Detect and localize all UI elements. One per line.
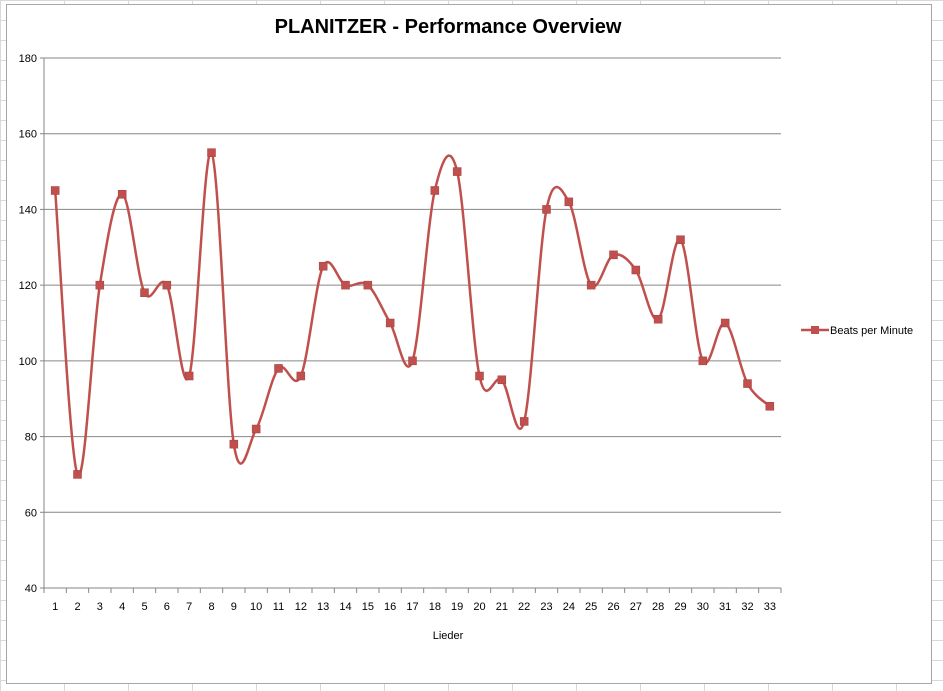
x-tick-7: 7 bbox=[186, 601, 192, 613]
data-point-2 bbox=[73, 470, 82, 479]
x-tick-11: 11 bbox=[273, 601, 284, 613]
x-tick-6: 6 bbox=[164, 601, 170, 613]
data-point-14 bbox=[341, 280, 350, 290]
data-point-31 bbox=[720, 318, 730, 328]
data-point-33 bbox=[765, 402, 775, 411]
y-tick-160: 160 bbox=[19, 129, 37, 141]
x-tick-1: 1 bbox=[52, 601, 58, 613]
data-point-9 bbox=[229, 439, 239, 449]
y-tick-40: 40 bbox=[25, 583, 37, 595]
x-tick-2: 2 bbox=[74, 601, 80, 613]
legend-marker-beats-per-minute bbox=[811, 326, 819, 334]
data-point-26 bbox=[609, 250, 618, 260]
data-point-16 bbox=[385, 318, 395, 328]
data-point-25 bbox=[586, 280, 596, 290]
x-tick-29: 29 bbox=[674, 601, 686, 613]
line-chart: PLANITZER - Performance Overview 40 60 80 1… bbox=[19, 16, 914, 642]
x-tick-labels: 1 2 3 4 5 6 7 8 9 10 11 12 13 14 15 16 17 18 19 20 21 22 23 24 2… bbox=[52, 601, 776, 613]
y-tick-60: 60 bbox=[25, 507, 37, 519]
y-tick-180: 180 bbox=[19, 53, 37, 65]
data-point-21 bbox=[497, 375, 507, 385]
legend-label-beats-per-minute: Beats per Minute bbox=[830, 325, 913, 337]
gridlines bbox=[44, 57, 781, 513]
y-tick-80: 80 bbox=[25, 432, 37, 444]
data-point-1 bbox=[50, 186, 60, 195]
chart-title: PLANITZER - Performance Overview bbox=[275, 16, 622, 38]
data-point-17 bbox=[408, 356, 417, 366]
data-point-11 bbox=[274, 364, 283, 373]
data-point-3 bbox=[95, 280, 105, 290]
data-point-13 bbox=[318, 261, 328, 271]
x-tick-26: 26 bbox=[607, 601, 619, 613]
series-beats-per-minute bbox=[53, 151, 771, 477]
x-tick-8: 8 bbox=[208, 601, 214, 613]
data-point-15 bbox=[363, 280, 373, 290]
data-point-6 bbox=[162, 280, 172, 290]
data-point-23 bbox=[542, 205, 551, 214]
data-point-30 bbox=[698, 356, 708, 366]
x-tick-5: 5 bbox=[141, 601, 147, 613]
y-tick-labels: 40 60 80 100 120 140 160 180 bbox=[19, 53, 37, 595]
data-point-20 bbox=[475, 371, 484, 381]
data-point-32 bbox=[743, 379, 752, 388]
y-tick-140: 140 bbox=[19, 204, 37, 216]
x-tick-19: 19 bbox=[451, 601, 463, 613]
data-markers bbox=[50, 148, 775, 479]
x-tick-13: 13 bbox=[317, 601, 329, 613]
x-tick-20: 20 bbox=[473, 601, 485, 613]
x-tick-23: 23 bbox=[540, 601, 552, 613]
x-tick-28: 28 bbox=[652, 601, 664, 613]
data-point-27 bbox=[631, 265, 641, 275]
x-tick-30: 30 bbox=[697, 601, 709, 613]
x-tick-24: 24 bbox=[563, 601, 575, 613]
x-tick-9: 9 bbox=[231, 601, 237, 613]
x-tick-10: 10 bbox=[250, 601, 262, 613]
data-point-12 bbox=[296, 371, 306, 381]
data-point-22 bbox=[519, 417, 529, 426]
axes bbox=[40, 57, 782, 593]
data-point-24 bbox=[564, 197, 574, 207]
data-point-8 bbox=[207, 148, 216, 157]
y-tick-120: 120 bbox=[19, 280, 37, 292]
y-tick-100: 100 bbox=[19, 356, 37, 368]
x-tick-3: 3 bbox=[97, 601, 103, 613]
data-point-7 bbox=[184, 371, 194, 381]
x-tick-32: 32 bbox=[741, 601, 753, 613]
x-tick-14: 14 bbox=[339, 601, 351, 613]
series-line-beats-per-minute bbox=[53, 151, 771, 477]
x-tick-31: 31 bbox=[719, 601, 731, 613]
data-point-18 bbox=[430, 186, 440, 195]
data-point-10 bbox=[251, 424, 261, 434]
x-axis-label: Lieder bbox=[433, 630, 464, 642]
x-tick-18: 18 bbox=[429, 601, 441, 613]
data-point-19 bbox=[452, 167, 462, 176]
x-tick-21: 21 bbox=[496, 601, 508, 613]
data-point-28 bbox=[653, 314, 663, 324]
data-point-29 bbox=[676, 235, 685, 244]
x-tick-27: 27 bbox=[630, 601, 642, 613]
x-tick-12: 12 bbox=[295, 601, 307, 613]
x-tick-17: 17 bbox=[406, 601, 418, 613]
x-tick-33: 33 bbox=[764, 601, 776, 613]
legend: Beats per Minute bbox=[801, 325, 913, 337]
data-point-5 bbox=[140, 288, 149, 297]
data-point-4 bbox=[117, 190, 127, 199]
x-tick-16: 16 bbox=[384, 601, 396, 613]
x-tick-22: 22 bbox=[518, 601, 530, 613]
x-tick-15: 15 bbox=[362, 601, 374, 613]
chart-area: PLANITZER - Performance Overview 40 60 80 1… bbox=[6, 4, 932, 684]
x-tick-4: 4 bbox=[119, 601, 125, 613]
x-tick-25: 25 bbox=[585, 601, 597, 613]
